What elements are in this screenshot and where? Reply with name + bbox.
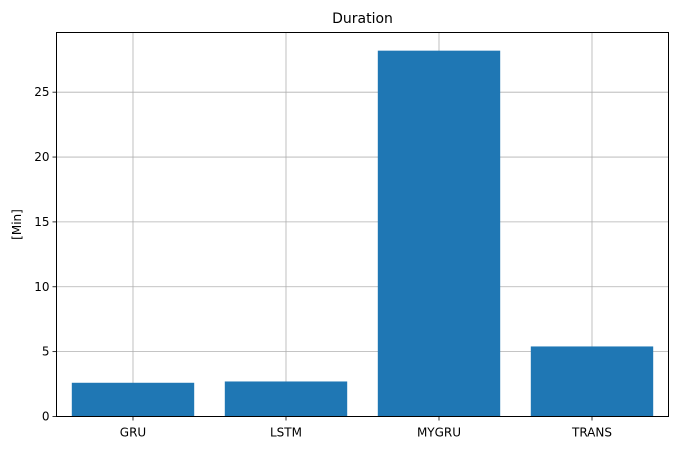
y-tick-label-2: 10 [34, 280, 49, 294]
bars [71, 50, 654, 417]
bar-mygru [377, 50, 501, 417]
y-tick-label-0: 0 [42, 410, 50, 424]
x-tick-label-trans: TRANS [571, 426, 612, 440]
y-tick-label-3: 15 [34, 215, 49, 229]
x-axis: GRU LSTM MYGRU TRANS [120, 416, 612, 440]
y-axis-label: [Min] [10, 209, 24, 240]
x-tick-label-gru: GRU [120, 426, 146, 440]
x-tick-label-mygru: MYGRU [417, 426, 461, 440]
y-tick-label-4: 20 [34, 150, 49, 164]
y-axis: 0 5 10 15 20 25 [34, 85, 57, 424]
plot-frame [56, 32, 669, 417]
bar-lstm [224, 381, 348, 417]
bar-trans [530, 346, 654, 417]
y-tick-label-5: 25 [34, 85, 49, 99]
bar-gru [71, 382, 195, 417]
y-tick-label-1: 5 [42, 345, 50, 359]
x-tick-label-lstm: LSTM [270, 426, 302, 440]
chart-title: Duration [332, 11, 393, 27]
